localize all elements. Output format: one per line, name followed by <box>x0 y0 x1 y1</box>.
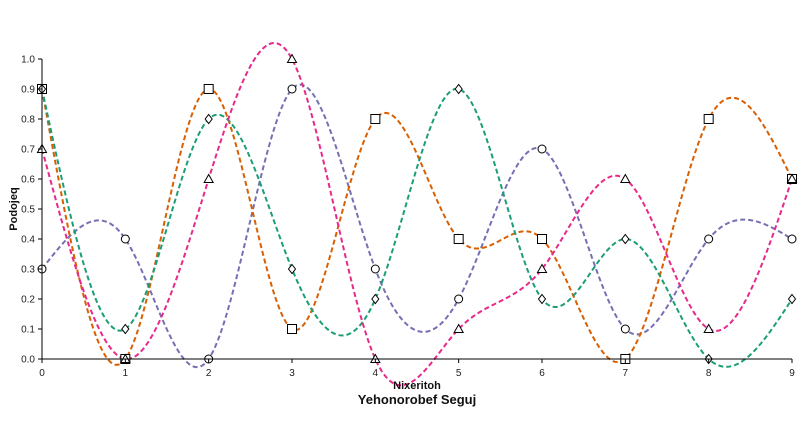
series-2-point <box>453 234 464 244</box>
series-line-1 <box>41 83 793 369</box>
series-3-point <box>454 83 463 95</box>
x-tick-label: 5 <box>456 368 462 379</box>
series-2-point <box>537 234 547 244</box>
x-tick-label: 7 <box>623 368 629 379</box>
y-tick-label: 0.6 <box>21 175 35 186</box>
series-1-point <box>454 294 464 304</box>
series-2-point <box>287 324 297 334</box>
series-line-3 <box>41 87 793 368</box>
x-tick-label: 2 <box>206 368 212 379</box>
series-3-point <box>537 293 547 305</box>
series-4-point <box>203 173 215 183</box>
series-3-point <box>787 293 797 305</box>
series-4-point <box>619 173 631 183</box>
y-tick-label: 0.1 <box>21 325 35 336</box>
x-tick-label: 9 <box>789 368 795 379</box>
series-lines <box>41 42 793 387</box>
series-2-point <box>203 84 214 94</box>
series-4-point <box>536 263 548 273</box>
y-tick-label: 0.9 <box>21 85 35 96</box>
x-tick-label: 0 <box>39 368 45 379</box>
series-1-point <box>287 84 297 94</box>
series-markers <box>36 53 798 365</box>
x-tick-label: 4 <box>373 368 379 379</box>
y-tick-label: 0.4 <box>21 235 35 246</box>
x-axis-title: Nixeritoh <box>393 380 441 392</box>
series-3-point <box>621 233 630 245</box>
series-2-point <box>703 114 714 124</box>
y-tick-label: 0.8 <box>21 115 35 126</box>
y-tick-label: 0.7 <box>21 145 35 156</box>
series-1-point <box>620 324 630 334</box>
x-tick-label: 6 <box>539 368 545 379</box>
series-1-point <box>704 234 714 244</box>
series-3-point <box>121 323 130 335</box>
y-tick-label: 0.5 <box>21 205 35 216</box>
x-tick-label: 3 <box>289 368 295 379</box>
y-tick-label: 0.3 <box>21 265 35 276</box>
series-1-point <box>787 234 797 244</box>
y-axis-title: Podojeq <box>8 187 20 230</box>
plot-area <box>36 42 798 387</box>
y-tick-label: 1.0 <box>21 55 35 66</box>
series-1-point <box>370 264 380 274</box>
series-line-4 <box>41 42 793 387</box>
series-3-point <box>287 263 297 275</box>
series-4-point <box>786 173 798 183</box>
series-4-point <box>703 323 715 333</box>
x-tick-label: 1 <box>123 368 129 379</box>
series-4-point <box>453 323 465 333</box>
x-tick-label: 8 <box>706 368 712 379</box>
y-tick-label: 0.2 <box>21 295 35 306</box>
series-3-point <box>204 113 213 125</box>
series-4-point <box>286 53 298 63</box>
series-2-point <box>370 114 381 124</box>
series-1-point <box>120 234 130 244</box>
x-axis-ticks: 0 1 2 3 4 5 6 7 8 9 <box>39 359 795 379</box>
series-3-point <box>371 293 380 305</box>
series-line-2 <box>41 87 793 366</box>
y-axis-ticks: 0.0 0.1 0.2 0.3 0.4 0.5 0.6 0.7 0.8 0.9 1.0 <box>21 55 42 366</box>
series-1-point <box>537 144 547 154</box>
chart-title: Yehonorobef Seguj <box>358 392 476 407</box>
y-tick-label: 0.0 <box>21 355 35 366</box>
